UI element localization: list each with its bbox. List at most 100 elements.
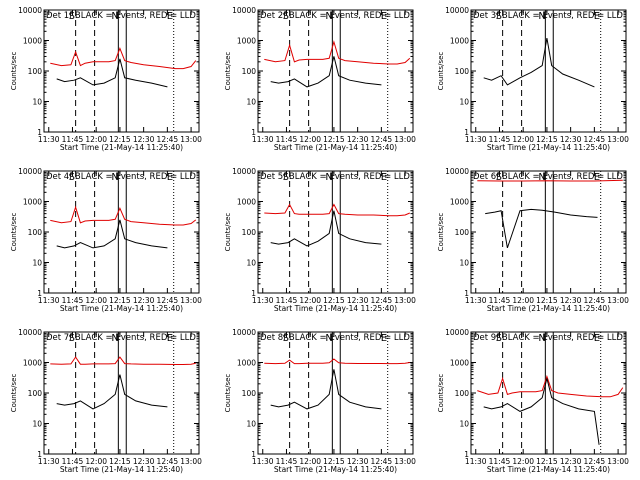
marker-label: E [167,11,173,22]
marker-label: E [381,172,387,183]
x-tick-label: 11:30 [38,457,60,466]
y-tick-label: 100 [28,67,43,76]
chart-title: Det 5f BLACK = Events, RED = LLD [260,172,410,182]
y-tick-label: 10000 [445,6,469,15]
chart-title: Det 2f BLACK = Events, RED = LLD [260,11,410,21]
x-tick-label: 12:30 [347,296,369,305]
x-tick-label: 11:45 [276,296,298,305]
marker-label: N [111,333,118,344]
x-tick-label: 12:45 [371,135,393,144]
x-tick-label: 12:45 [371,296,393,305]
y-tick-label: 1000 [23,359,42,368]
y-tick-label: 10000 [232,167,256,176]
y-tick-label: 10000 [18,6,42,15]
x-tick-label: 12:15 [109,457,131,466]
chart-panel-1: Det 1f BLACK = Events, RED = LLD 1 10 100 10… [10,6,202,152]
x-tick-label: 12:00 [299,457,321,466]
y-tick-label: 1 [251,289,256,298]
y-axis-label: Counts/sec [437,374,445,413]
marker-label: S [69,333,75,344]
chart-title: Det 9f BLACK = Events, RED = LLD [473,333,623,343]
y-tick-label: 100 [28,389,43,398]
marker-label: S [69,172,75,183]
y-tick-label: 10 [246,98,256,107]
marker-label: S [496,333,502,344]
x-tick-label: 12:00 [85,135,107,144]
x-tick-label: 13:00 [394,296,416,305]
y-tick-label: 1000 [450,198,469,207]
x-tick-label: 12:15 [536,457,558,466]
series-line-events [485,208,598,249]
y-tick-label: 1000 [237,198,256,207]
series-line-events [56,374,168,410]
x-tick-label: 12:45 [157,135,179,144]
y-tick-label: 10000 [232,328,256,337]
series-line-lld [264,358,410,365]
chart-panel-9: Det 9f BLACK = Events, RED = LLD 1 10 100 10… [437,328,629,474]
y-tick-label: 1000 [450,359,469,368]
y-tick-label: 10 [32,259,42,268]
y-axis-label: Counts/sec [437,213,445,252]
x-tick-label: 12:45 [584,296,606,305]
y-tick-label: 10000 [18,167,42,176]
x-tick-label: 12:00 [299,296,321,305]
marker-label: S [496,172,502,183]
x-tick-label: 12:00 [512,135,534,144]
y-tick-label: 10000 [445,328,469,337]
x-tick-label: 13:00 [607,296,629,305]
series-line-events [483,378,600,445]
y-tick-label: 10 [246,259,256,268]
y-tick-label: 10000 [232,6,256,15]
x-tick-label: 12:45 [157,457,179,466]
y-tick-label: 1 [464,128,469,137]
chart-panel-6: Det 6f BLACK = Events, RED = LLD 1 10 100 10… [437,167,629,313]
y-tick-label: 10 [32,420,42,429]
x-tick-label: 12:15 [536,135,558,144]
marker-label: N [325,333,332,344]
chart-title: Det 1f BLACK = Events, RED = LLD [46,11,196,21]
x-tick-label: 11:30 [252,457,274,466]
chart-title: Det 4f BLACK = Events, RED = LLD [46,172,196,182]
x-axis-label: Start Time (21-May-14 11:25:40) [274,465,397,474]
y-axis-label: Counts/sec [224,213,232,252]
x-tick-label: 12:30 [133,296,155,305]
marker-label: N [325,11,332,22]
plot-frame [470,170,627,294]
x-tick-label: 12:15 [323,135,345,144]
x-tick-label: 12:15 [109,135,131,144]
marker-label: E [381,11,387,22]
x-tick-label: 11:45 [489,135,511,144]
y-axis-label: Counts/sec [10,52,18,91]
plot-frame [470,9,627,133]
marker-label: E [594,333,600,344]
x-tick-label: 11:45 [62,135,84,144]
x-tick-label: 13:00 [394,135,416,144]
chart-title: Det 6f BLACK = Events, RED = LLD [473,172,623,182]
marker-label: E [594,172,600,183]
plot-frame [43,9,200,133]
x-tick-label: 11:30 [38,296,60,305]
marker-label: N [111,11,118,22]
y-tick-label: 1 [464,450,469,459]
x-tick-label: 12:15 [536,296,558,305]
x-axis-label: Start Time (21-May-14 11:25:40) [60,304,183,313]
y-tick-label: 10000 [445,167,469,176]
series-line-lld [50,356,196,365]
x-tick-label: 11:30 [465,296,487,305]
y-tick-label: 10000 [18,328,42,337]
x-tick-label: 13:00 [607,135,629,144]
x-tick-label: 13:00 [180,296,202,305]
y-tick-label: 10 [32,98,42,107]
y-tick-label: 1 [464,289,469,298]
chart-panel-5: Det 5f BLACK = Events, RED = LLD 1 10 100 10… [224,167,416,313]
marker-label: S [496,11,502,22]
marker-label: S [283,333,289,344]
x-tick-label: 11:30 [252,135,274,144]
x-tick-label: 12:30 [560,135,582,144]
x-tick-label: 12:30 [347,457,369,466]
plot-frame [43,170,200,294]
series-line-events [56,58,168,88]
marker-label: E [167,333,173,344]
x-tick-label: 12:00 [85,296,107,305]
x-tick-label: 11:45 [489,457,511,466]
